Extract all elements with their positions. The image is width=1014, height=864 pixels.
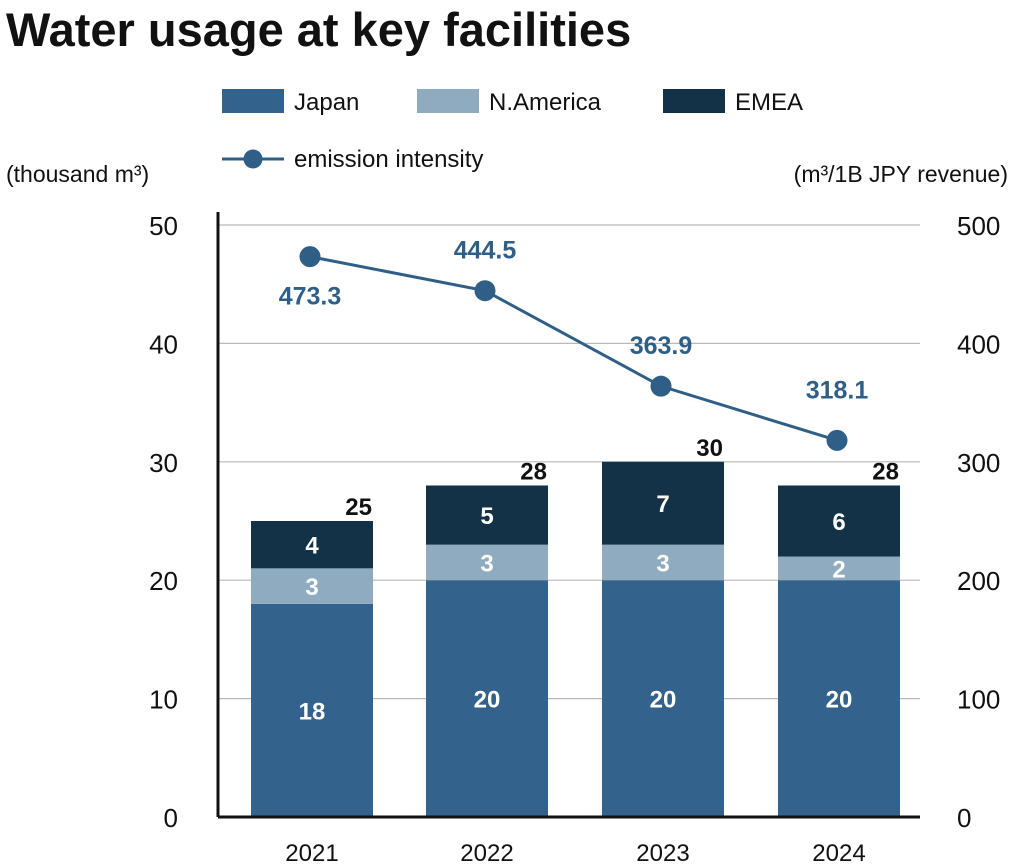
data-label-japan-2022: 20 — [474, 687, 501, 714]
data-label-japan-2023: 20 — [650, 687, 677, 714]
total-label-2022: 28 — [520, 458, 547, 485]
legend-swatch-namerica — [417, 89, 479, 113]
data-label-namerica-2021: 3 — [305, 574, 318, 601]
chart-title: Water usage at key facilities — [6, 3, 632, 56]
legend-line-marker — [243, 149, 263, 169]
legend-swatch-emea — [663, 89, 725, 113]
intensity-point-2024 — [826, 429, 848, 451]
data-label-emea-2022: 5 — [480, 503, 493, 530]
data-label-emea-2021: 4 — [305, 533, 319, 560]
data-label-emea-2023: 7 — [656, 491, 669, 518]
intensity-line: 473.3 444.5 363.9 318.1 — [279, 237, 869, 451]
data-label-japan-2021: 18 — [299, 698, 326, 725]
intensity-line-path — [309, 255, 838, 442]
y2-tick-label: 300 — [957, 448, 1000, 478]
intensity-label-2024: 318.1 — [806, 376, 869, 404]
y2-tick-label: 200 — [957, 566, 1000, 596]
x-tick-label-2023: 2023 — [636, 840, 689, 864]
total-label-2024: 28 — [872, 458, 899, 485]
data-label-japan-2024: 20 — [826, 687, 853, 714]
legend-swatch-japan — [222, 89, 284, 113]
legend: Japan N.America EMEA emission intensity — [222, 89, 803, 173]
data-label-emea-2024: 6 — [832, 509, 845, 536]
legend-label-emission-intensity: emission intensity — [294, 146, 483, 173]
x-tick-label-2021: 2021 — [285, 840, 338, 864]
y-tick-label: 0 — [164, 803, 178, 833]
intensity-label-2023: 363.9 — [630, 332, 693, 360]
y-axis-label: (thousand m³) — [6, 161, 149, 187]
legend-label-japan: Japan — [294, 89, 359, 116]
intensity-point-2022 — [474, 280, 496, 302]
bar-emea-2021 — [251, 521, 373, 569]
bar-namerica-2022 — [426, 544, 548, 581]
data-label-namerica-2023: 3 — [656, 550, 669, 577]
bar-namerica-2023 — [602, 544, 724, 581]
bar-japan-2021 — [251, 603, 373, 817]
y2-tick-label: 400 — [957, 329, 1000, 359]
axes — [216, 212, 920, 819]
legend-label-namerica: N.America — [489, 89, 602, 116]
intensity-point-2021 — [299, 246, 321, 268]
intensity-label-2021: 473.3 — [279, 283, 342, 311]
total-label-2023: 30 — [696, 435, 723, 462]
bar-japan-2023 — [602, 580, 724, 817]
bar-japan-2022 — [426, 580, 548, 817]
data-label-namerica-2024: 2 — [832, 556, 845, 583]
bar-japan-2024 — [778, 580, 900, 817]
y-tick-label: 20 — [149, 566, 178, 596]
y2-tick-label: 100 — [957, 685, 1000, 715]
x-tick-label-2024: 2024 — [812, 840, 865, 864]
y2-axis-label: (m³/1B JPY revenue) — [794, 161, 1008, 187]
y-tick-label: 50 — [149, 211, 178, 241]
bars: 18 3 4 25 20 3 5 28 20 3 7 30 20 2 6 28 — [251, 435, 900, 817]
bar-namerica-2021 — [251, 568, 373, 604]
bar-emea-2022 — [426, 485, 548, 545]
intensity-label-2022: 444.5 — [454, 237, 517, 265]
x-tick-label-2022: 2022 — [460, 840, 513, 864]
bar-namerica-2024 — [778, 556, 900, 581]
y-tick-label: 10 — [149, 685, 178, 715]
bar-emea-2023 — [602, 461, 724, 545]
bar-emea-2024 — [778, 485, 900, 557]
y2-tick-label: 0 — [957, 803, 971, 833]
total-label-2021: 25 — [345, 494, 372, 521]
legend-label-emea: EMEA — [735, 89, 803, 116]
y-tick-label: 40 — [149, 329, 178, 359]
y-tick-label: 30 — [149, 448, 178, 478]
data-label-namerica-2022: 3 — [480, 550, 493, 577]
intensity-point-2023 — [650, 375, 672, 397]
y2-tick-label: 500 — [957, 211, 1000, 241]
